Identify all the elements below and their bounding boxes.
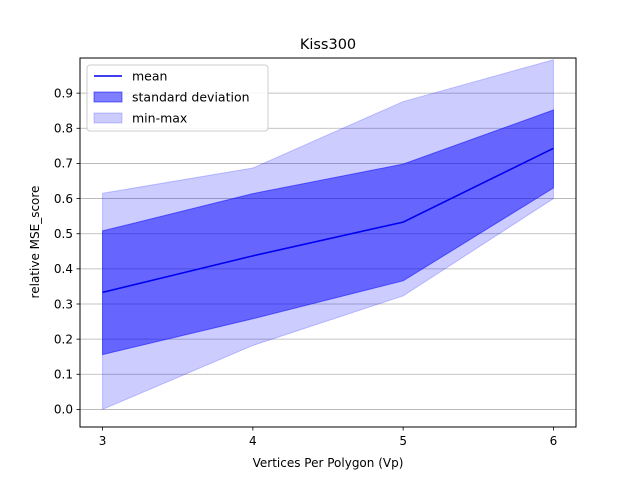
y-ticks: 0.0 0.1 0.2 0.3 0.4 0.5 0.6 0.7 0.8 0.9: [54, 86, 80, 417]
legend-swatch: [93, 112, 123, 124]
plot-frame: [79, 57, 577, 428]
series-line-mean: [102, 147, 554, 294]
band-standard-deviation: [102, 109, 554, 356]
x-tick-label: 5: [399, 434, 407, 448]
y-tick-label: 0.7: [54, 157, 73, 171]
legend-swatch: [93, 91, 123, 103]
legend-label: mean: [132, 69, 167, 84]
x-tick-label: 3: [99, 434, 107, 448]
legend-label: min-max: [132, 111, 187, 126]
y-tick-label: 0.5: [54, 227, 73, 241]
legend-box: [86, 64, 269, 132]
y-tick-label: 0.4: [54, 262, 73, 276]
bands: [102, 59, 554, 411]
y-tick-label: 0.9: [54, 86, 73, 100]
y-tick-label: 0.2: [54, 332, 73, 346]
y-tick-label: 0.6: [54, 192, 73, 206]
y-tick-label: 0.0: [54, 403, 73, 417]
y-tick-label: 0.8: [54, 122, 73, 136]
y-axis-label: relative MSE_score: [28, 186, 42, 299]
y-tick-label: 0.1: [54, 368, 73, 382]
x-axis-label: Vertices Per Polygon (Vp): [253, 456, 404, 470]
y-tick-label: 0.3: [54, 297, 73, 311]
x-tick-label: 4: [249, 434, 257, 448]
x-ticks: 3 4 5 6: [99, 427, 558, 448]
chart-title: Kiss300: [300, 37, 356, 53]
x-tick-label: 6: [550, 434, 558, 448]
series-lines: [102, 147, 554, 294]
legend-label: standard deviation: [132, 90, 250, 105]
legend: mean standard deviation min-max: [86, 64, 269, 132]
